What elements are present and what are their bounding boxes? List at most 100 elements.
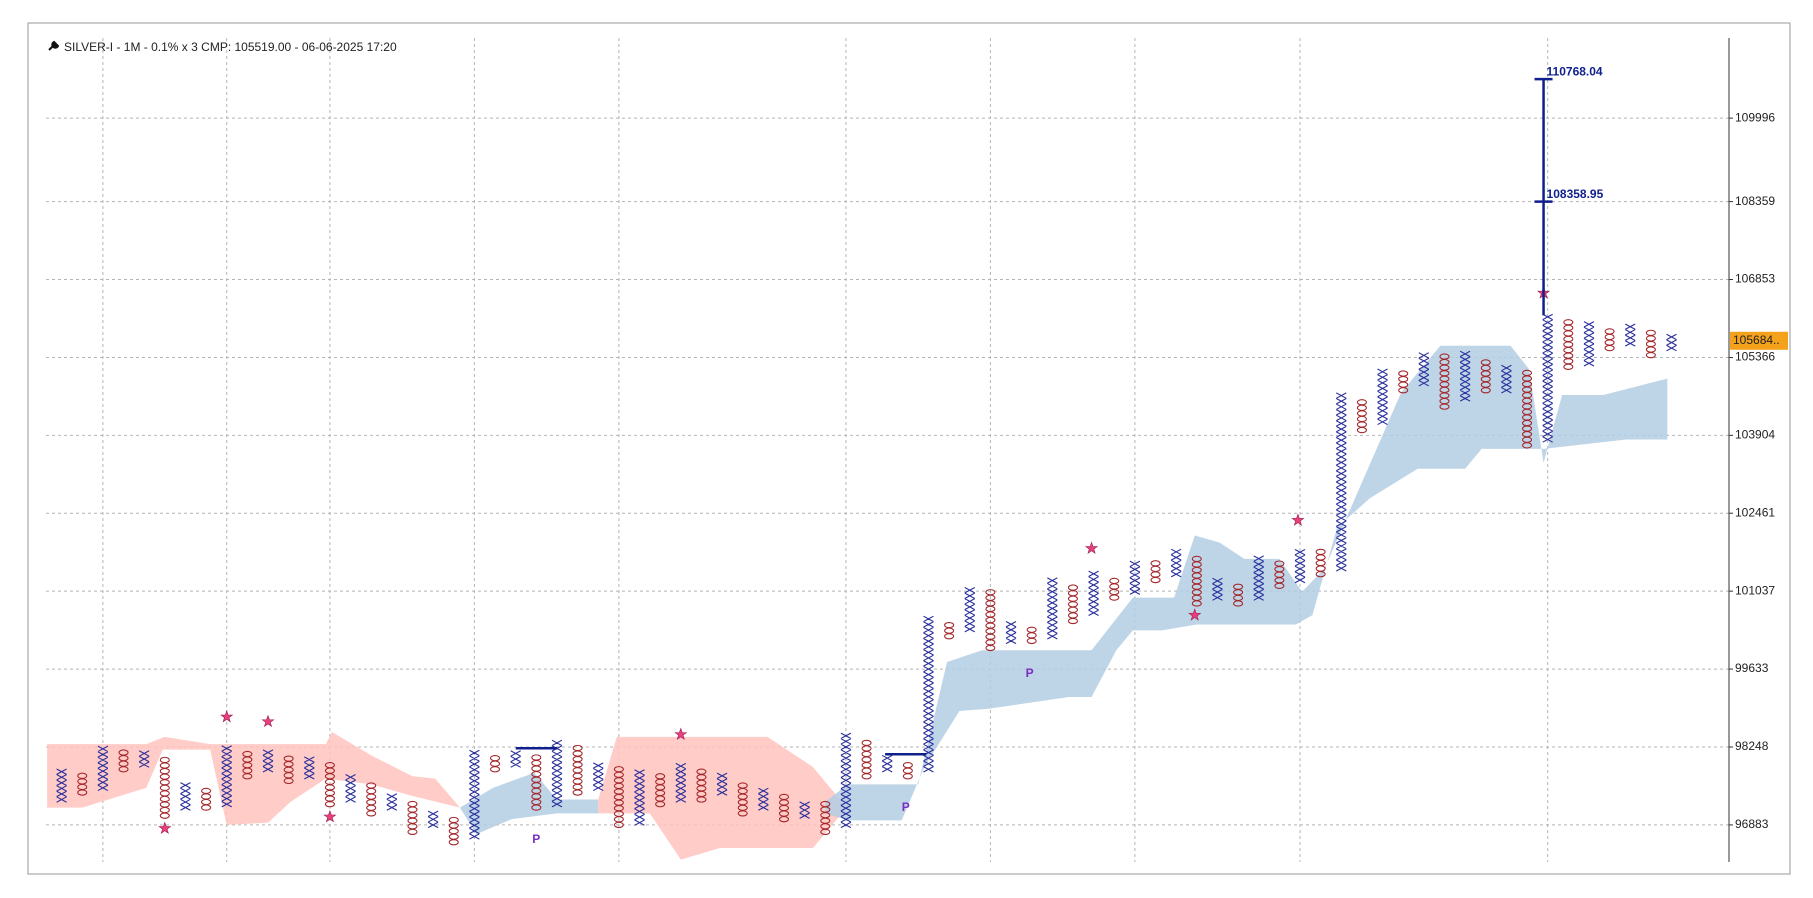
y-tick-label: 108359 bbox=[1735, 194, 1775, 208]
x-column bbox=[758, 787, 769, 811]
x-column bbox=[840, 732, 852, 829]
o-column bbox=[201, 787, 212, 811]
o-column bbox=[1026, 626, 1037, 645]
o-column bbox=[778, 793, 790, 823]
y-tick-label: 105366 bbox=[1735, 350, 1775, 364]
o-column bbox=[655, 773, 666, 808]
signal-label: P bbox=[902, 800, 910, 814]
x-column bbox=[427, 810, 439, 829]
y-tick-label: 102461 bbox=[1735, 505, 1775, 519]
x-column bbox=[469, 749, 480, 840]
o-column bbox=[118, 749, 129, 773]
x-column bbox=[97, 745, 109, 792]
x-column bbox=[1170, 548, 1182, 578]
x-column bbox=[716, 772, 728, 796]
x-column bbox=[304, 756, 315, 780]
x-column bbox=[1624, 323, 1636, 347]
o-column bbox=[1604, 328, 1615, 352]
plot: 96883 98248 99633 101037 102461 103904 105366 1… bbox=[46, 38, 1788, 862]
x-column bbox=[180, 782, 191, 811]
o-column bbox=[944, 621, 955, 640]
x-column bbox=[592, 762, 604, 792]
o-column bbox=[366, 782, 377, 817]
x-column bbox=[634, 769, 645, 826]
o-column bbox=[407, 800, 418, 836]
o-column bbox=[448, 816, 459, 846]
o-column bbox=[531, 754, 542, 811]
o-column bbox=[1067, 584, 1079, 625]
o-column bbox=[1398, 370, 1409, 394]
star-marker bbox=[323, 809, 337, 823]
o-column bbox=[1315, 548, 1326, 578]
cloud bbox=[47, 732, 460, 825]
x-column bbox=[1212, 577, 1223, 601]
o-column bbox=[283, 755, 294, 785]
y-tick-label: 99633 bbox=[1735, 661, 1769, 675]
x-column bbox=[964, 587, 976, 633]
star-marker bbox=[261, 714, 275, 728]
o-column bbox=[737, 782, 748, 817]
o-column bbox=[159, 756, 170, 819]
y-tick-label: 98248 bbox=[1735, 739, 1769, 753]
o-column bbox=[1150, 560, 1161, 584]
wrench-icon bbox=[48, 40, 60, 51]
y-tick-label: 109996 bbox=[1735, 110, 1775, 124]
cloud bbox=[825, 345, 1668, 821]
x-column bbox=[1294, 549, 1306, 584]
x-column bbox=[345, 774, 356, 803]
o-column bbox=[1356, 399, 1367, 434]
x-column bbox=[1666, 333, 1677, 352]
x-column bbox=[56, 768, 67, 803]
x-column bbox=[386, 793, 398, 811]
o-column bbox=[902, 761, 913, 780]
o-column bbox=[696, 768, 707, 803]
x-column bbox=[1459, 350, 1471, 402]
x-column bbox=[923, 615, 934, 773]
x-column bbox=[1542, 313, 1553, 443]
last-price-label: 105684.. bbox=[1733, 333, 1780, 347]
x-column bbox=[675, 762, 687, 803]
chart-title: SILVER-I - 1M - 0.1% x 3 CMP: 105519.00 … bbox=[64, 40, 397, 54]
x-column bbox=[262, 749, 274, 773]
o-column bbox=[1109, 577, 1120, 601]
target-label: 108358.95 bbox=[1547, 187, 1604, 201]
x-column bbox=[1583, 321, 1595, 367]
star-marker bbox=[1188, 608, 1202, 621]
x-column bbox=[1418, 352, 1430, 387]
o-column bbox=[1563, 319, 1574, 370]
o-column bbox=[1521, 369, 1533, 449]
last-price-box bbox=[1730, 331, 1788, 350]
x-column bbox=[221, 745, 232, 808]
star-marker bbox=[158, 821, 172, 834]
x-column bbox=[1088, 570, 1099, 616]
star-marker bbox=[1084, 541, 1099, 554]
o-column bbox=[572, 744, 583, 796]
y-tick-label: 106853 bbox=[1735, 272, 1775, 286]
o-column bbox=[1274, 560, 1285, 590]
x-column bbox=[1047, 577, 1058, 640]
x-column bbox=[1129, 560, 1141, 595]
x-column bbox=[1501, 364, 1512, 394]
y-tick-label: 96883 bbox=[1735, 817, 1769, 831]
o-column bbox=[77, 772, 88, 796]
o-column bbox=[1439, 353, 1450, 410]
cloud bbox=[459, 772, 599, 835]
o-column bbox=[1233, 583, 1244, 607]
o-column bbox=[242, 750, 253, 780]
star-marker bbox=[1291, 513, 1305, 526]
cloud bbox=[598, 736, 842, 860]
o-column bbox=[985, 589, 996, 652]
x-column bbox=[1005, 621, 1017, 645]
o-column bbox=[324, 762, 335, 808]
star-marker bbox=[674, 727, 688, 741]
target-label: 110768.04 bbox=[1547, 64, 1603, 78]
x-column bbox=[1336, 392, 1347, 572]
o-column bbox=[489, 754, 501, 773]
o-column bbox=[861, 739, 872, 780]
y-tick-label: 101037 bbox=[1735, 583, 1775, 597]
x-column bbox=[881, 754, 893, 773]
o-column bbox=[1480, 359, 1491, 394]
signal-label: P bbox=[532, 832, 540, 846]
star-marker bbox=[220, 709, 234, 723]
